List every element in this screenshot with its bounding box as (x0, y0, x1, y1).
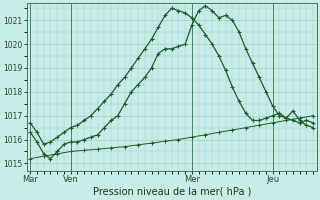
X-axis label: Pression niveau de la mer( hPa ): Pression niveau de la mer( hPa ) (92, 187, 251, 197)
